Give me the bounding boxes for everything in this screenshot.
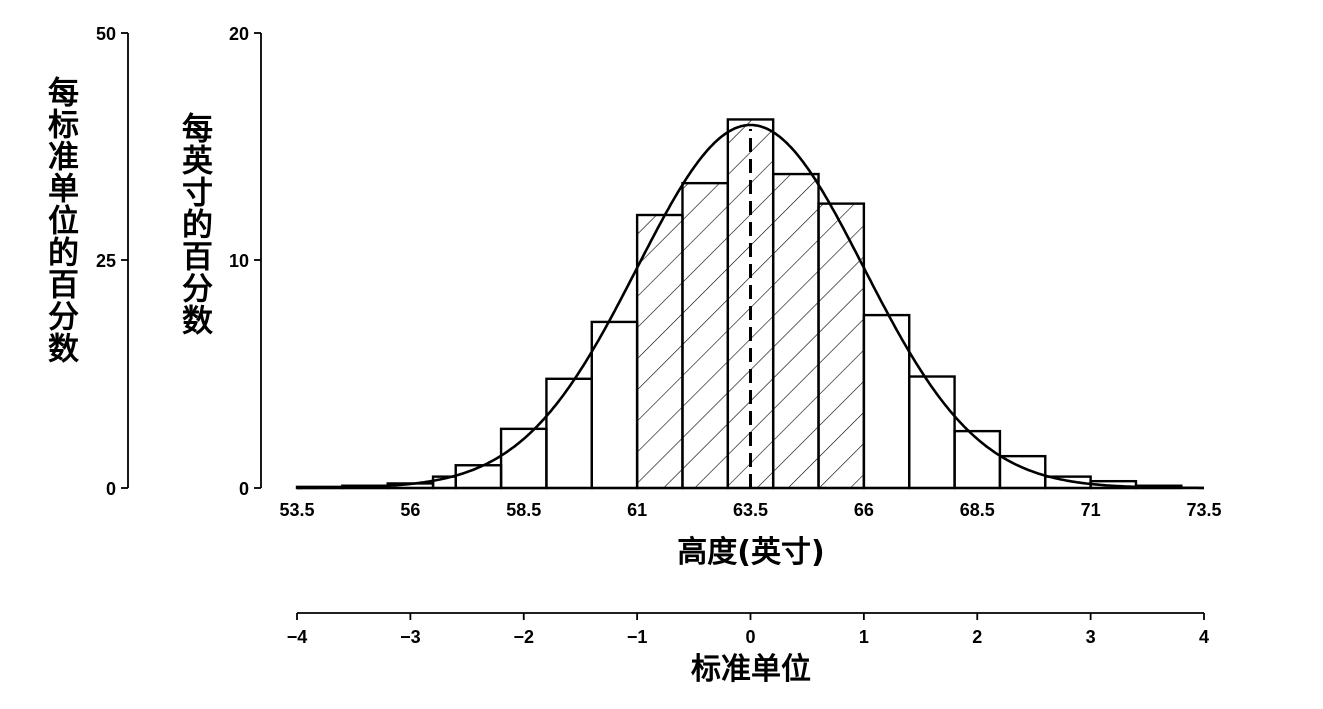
y-axis-title: 每英寸的百分数: [176, 112, 212, 336]
y-tick-label: 20: [229, 24, 249, 44]
x-tick-label: 61: [627, 500, 647, 520]
plot-area: [295, 118, 1204, 490]
x-tick-label: 73.5: [1186, 500, 1221, 520]
x-tick-label: 68.5: [960, 500, 995, 520]
x-tick-label: 66: [854, 500, 874, 520]
standard-units-axis-title: 标准单位: [691, 652, 811, 687]
shaded-region: [637, 119, 864, 488]
y2-axis: 50 25 0: [96, 24, 129, 499]
x-tick-label: 56: [400, 500, 420, 520]
histogram-bar: [545, 377, 593, 490]
y2-tick-label: 0: [106, 479, 116, 499]
standard-units-tick-label: −2: [513, 627, 534, 647]
y2-axis-title: 每标准单位的百分数: [42, 76, 78, 364]
x-tick-label: 58.5: [506, 500, 541, 520]
standard-units-tick-label: 4: [1199, 627, 1209, 647]
histogram-bar: [590, 320, 639, 490]
standard-units-axis: −4 −3 −2 −1 0 1 2 3 4: [287, 612, 1209, 647]
standard-units-tick-label: 0: [745, 627, 755, 647]
x-axis-title: 高度(英寸): [677, 535, 824, 570]
x-tick-label: 53.5: [279, 500, 314, 520]
standard-units-tick-label: 2: [972, 627, 982, 647]
standard-units-tick-label: −1: [627, 627, 648, 647]
standard-units-tick-label: 3: [1086, 627, 1096, 647]
y-tick-label: 10: [229, 251, 249, 271]
x-axis: 53.5 56 58.5 61 63.5 66 68.5 71 73.5: [279, 486, 1222, 520]
standard-units-tick-label: −3: [400, 627, 421, 647]
standard-units-tick-label: −4: [287, 627, 308, 647]
normal-curve: [297, 123, 1204, 490]
y2-tick-label: 50: [96, 24, 116, 44]
x-tick-label: 63.5: [733, 500, 768, 520]
x-tick-label: 71: [1081, 500, 1101, 520]
y2-tick-label: 25: [96, 251, 116, 271]
standard-units-tick-label: 1: [859, 627, 869, 647]
y-tick-label: 0: [239, 479, 249, 499]
histogram-bar: [908, 375, 956, 490]
y-axis: 20 10 0: [229, 24, 262, 499]
